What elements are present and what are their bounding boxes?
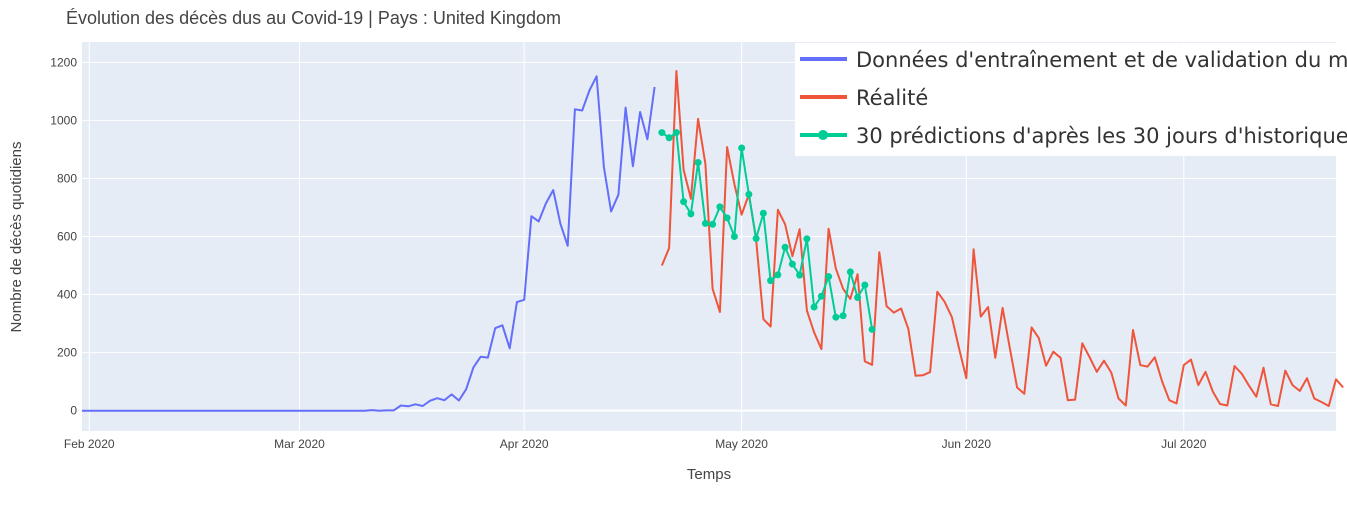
- series-3-point: [709, 220, 717, 228]
- series-3-point: [774, 271, 782, 279]
- y-tick-label: 600: [57, 230, 77, 244]
- legend[interactable]: Données d'entraînement et de validation …: [795, 43, 1347, 156]
- series-3-point: [861, 281, 869, 289]
- series-line-1: [82, 75, 656, 412]
- x-tick-label: Apr 2020: [500, 437, 549, 451]
- series-3-point: [817, 292, 825, 300]
- series-3-point: [868, 325, 876, 333]
- series-3-point: [854, 293, 862, 301]
- series-lines: [82, 70, 1344, 412]
- series-3-point: [788, 260, 796, 268]
- series-line-2: [660, 70, 1344, 407]
- series-3-point: [846, 268, 854, 276]
- x-tick-label: May 2020: [715, 437, 768, 451]
- series-3-point: [730, 233, 738, 240]
- y-tick-label: 1000: [50, 113, 77, 127]
- x-tick-label: Jul 2020: [1161, 437, 1207, 451]
- y-axis-label: Nombre de décès quotidiens: [8, 142, 25, 333]
- series-3-point: [825, 273, 833, 281]
- y-tick-labels: 0 200 400 600 800 1000 1200: [50, 55, 77, 417]
- y-tick-label: 1200: [50, 55, 77, 69]
- legend-marker: [818, 130, 828, 140]
- x-tick-labels: Feb 2020 Mar 2020 Apr 2020 May 2020 Jun 2020…: [64, 437, 1207, 451]
- series-3-point: [745, 190, 753, 198]
- series-3-point: [759, 209, 767, 217]
- series-3-point: [687, 210, 695, 218]
- series-3-point: [658, 129, 666, 137]
- y-tick-label: 800: [57, 171, 77, 185]
- series-3-point: [810, 303, 818, 311]
- series-3-point: [839, 312, 847, 320]
- series-3-point: [723, 214, 731, 222]
- series-3-point: [672, 129, 680, 137]
- x-tick-label: Jun 2020: [942, 437, 992, 451]
- series-3-point: [738, 144, 746, 152]
- series-3-point: [701, 219, 709, 227]
- series-3-point: [832, 313, 840, 321]
- y-tick-label: 0: [70, 404, 77, 418]
- series-3-point: [716, 203, 724, 211]
- series-3-point: [680, 198, 688, 206]
- series-3-point: [781, 243, 789, 251]
- legend-entry-label[interactable]: Données d'entraînement et de validation …: [856, 48, 1347, 72]
- series-3-point: [752, 235, 760, 243]
- series-3-point: [796, 271, 804, 279]
- y-tick-label: 400: [57, 288, 77, 302]
- chart-title: Évolution des décès dus au Covid-19 | Pa…: [66, 8, 561, 28]
- y-tick-label: 200: [57, 346, 77, 360]
- legend-entry-label[interactable]: Réalité: [856, 86, 928, 110]
- series-3-point: [767, 277, 775, 285]
- x-axis-label: Temps: [687, 466, 731, 483]
- series-3-point: [694, 158, 702, 166]
- x-tick-label: Mar 2020: [274, 437, 325, 451]
- legend-box: [795, 43, 1336, 156]
- series-3-point: [803, 235, 811, 243]
- series-3-point: [665, 134, 673, 142]
- x-tick-label: Feb 2020: [64, 437, 115, 451]
- legend-entry-label[interactable]: 30 prédictions d'après les 30 jours d'hi…: [856, 124, 1347, 148]
